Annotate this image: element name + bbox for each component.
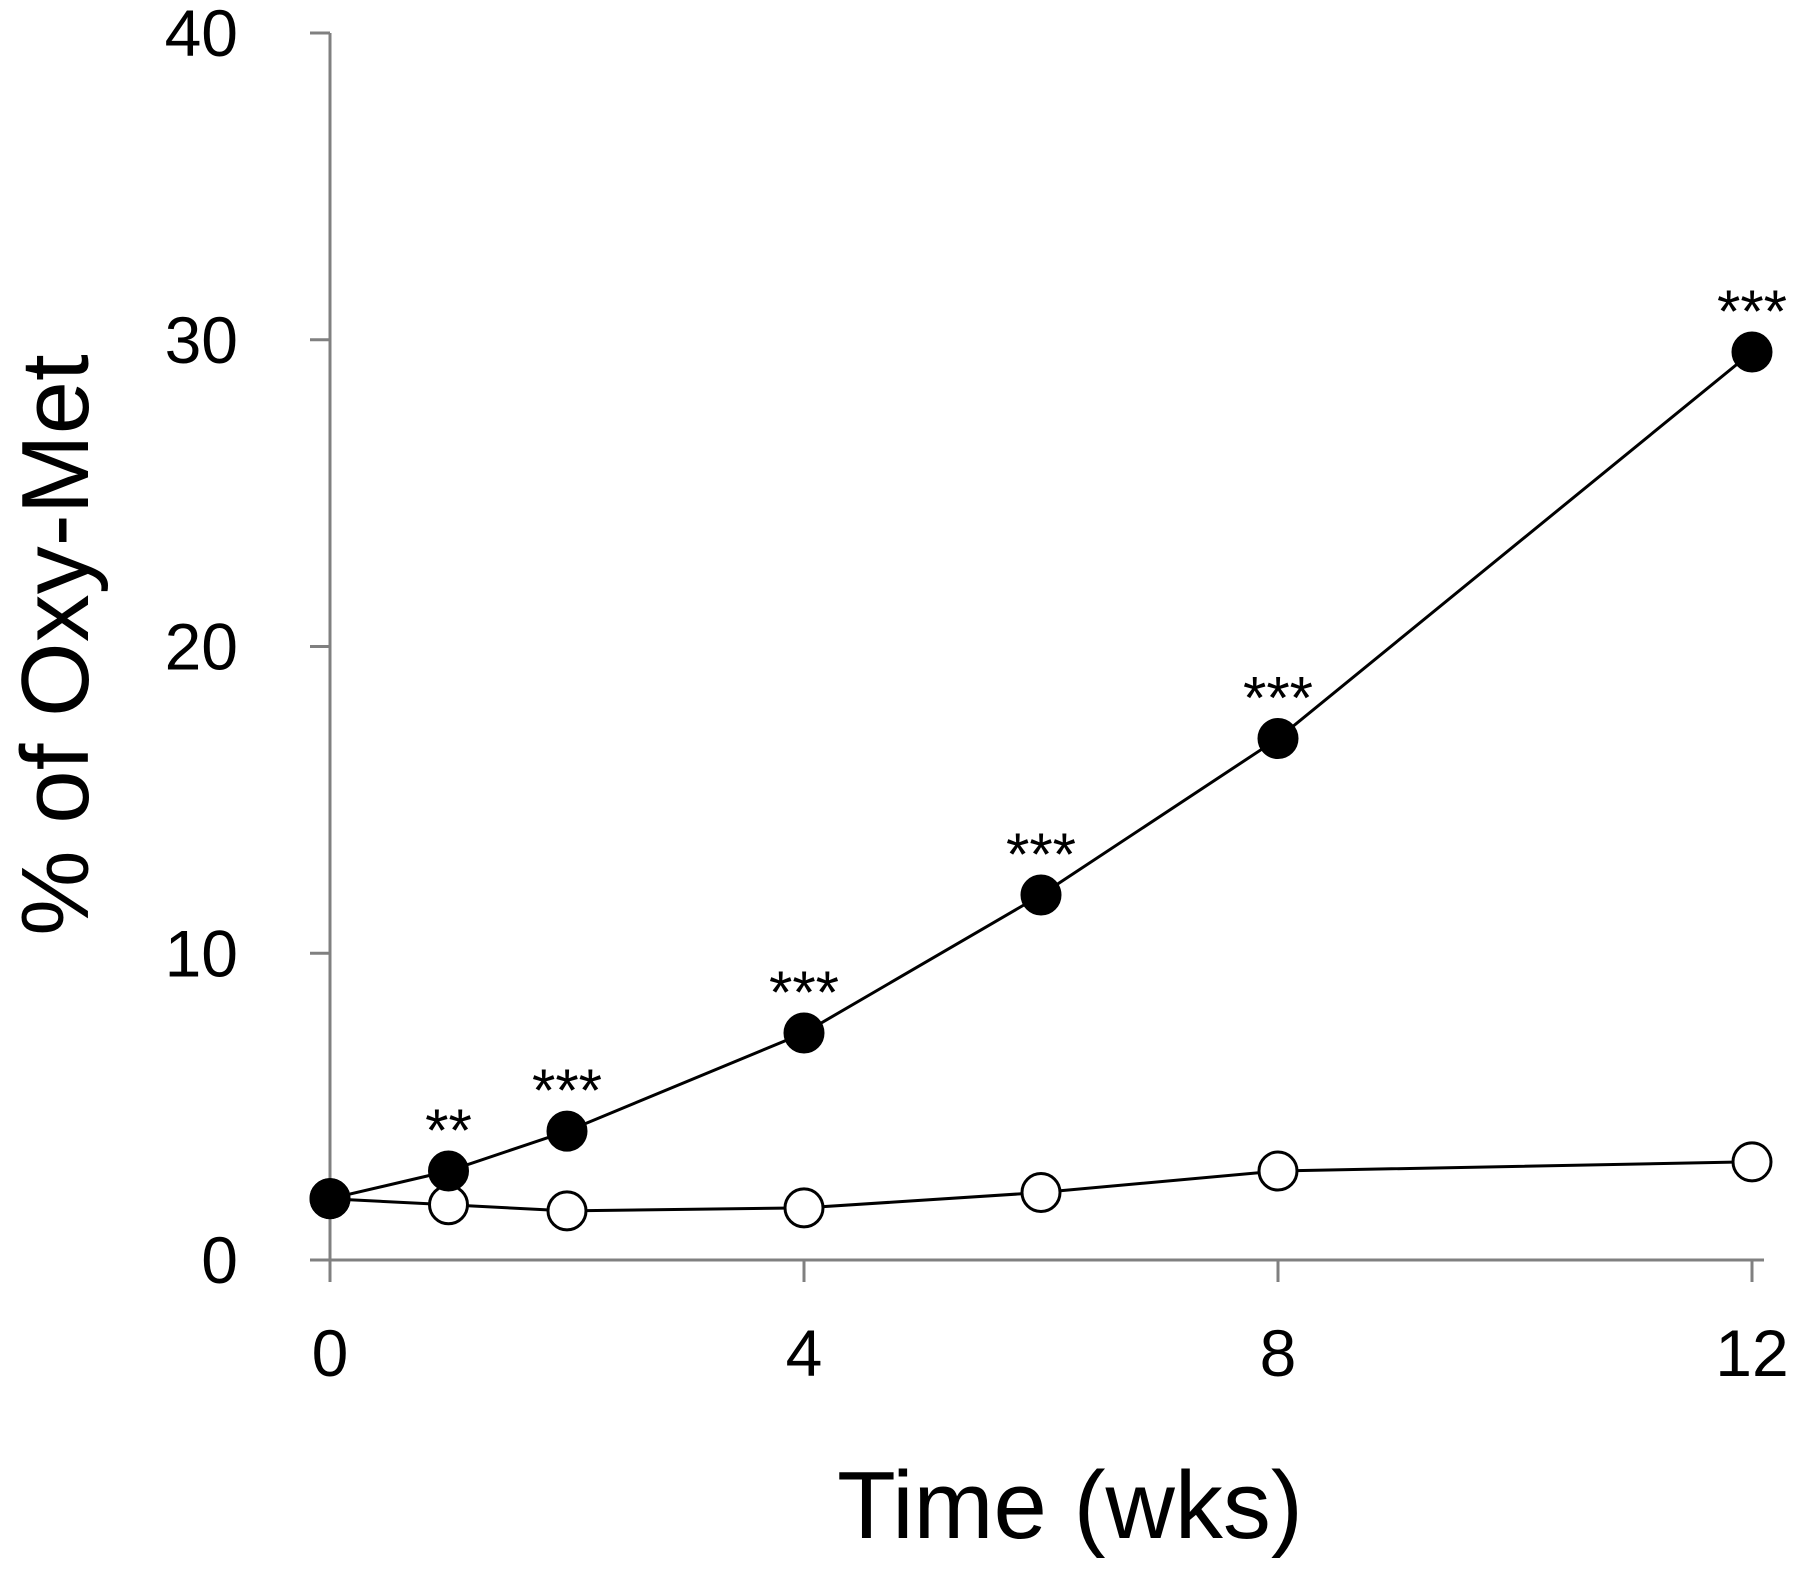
y-axis-title: % of Oxy-Met bbox=[2, 354, 109, 935]
y-tick-label: 20 bbox=[165, 610, 238, 684]
open-data-point bbox=[1020, 1172, 1062, 1214]
y-tick-label: 40 bbox=[165, 0, 238, 70]
x-axis-title: Time (wks) bbox=[837, 1452, 1303, 1559]
tick-labels: 0 10 20 30 40 0 4 8 12 bbox=[165, 0, 1789, 1390]
open-data-point bbox=[1257, 1150, 1299, 1192]
significance-label: *** bbox=[1717, 278, 1787, 345]
significance-label: ** bbox=[425, 1097, 472, 1164]
filled-data-point bbox=[546, 1110, 588, 1152]
filled-data-point bbox=[428, 1150, 469, 1192]
filled-data-point bbox=[1257, 718, 1299, 760]
filled-data-point bbox=[1731, 331, 1773, 373]
significance-label: *** bbox=[1006, 821, 1076, 888]
significance-annotations: ***************** bbox=[425, 278, 1787, 1164]
filled-data-point bbox=[1020, 874, 1062, 916]
x-tick-label: 12 bbox=[1715, 1316, 1788, 1390]
filled-data-point bbox=[309, 1178, 351, 1220]
open-data-point bbox=[546, 1190, 588, 1232]
y-tick-label: 30 bbox=[165, 303, 238, 377]
y-tick-label: 0 bbox=[201, 1223, 238, 1297]
open-data-point bbox=[783, 1187, 825, 1229]
x-tick-label: 8 bbox=[1260, 1316, 1297, 1390]
y-tick-label: 10 bbox=[165, 916, 238, 990]
axes bbox=[310, 31, 1764, 1282]
filled-data-point bbox=[783, 1012, 825, 1054]
x-tick-label: 0 bbox=[312, 1316, 349, 1390]
significance-label: *** bbox=[1243, 665, 1313, 732]
significance-label: *** bbox=[532, 1057, 602, 1124]
significance-label: *** bbox=[769, 959, 839, 1026]
series-layer bbox=[309, 331, 1773, 1232]
x-tick-label: 4 bbox=[786, 1316, 823, 1390]
open-data-point bbox=[1731, 1141, 1773, 1183]
